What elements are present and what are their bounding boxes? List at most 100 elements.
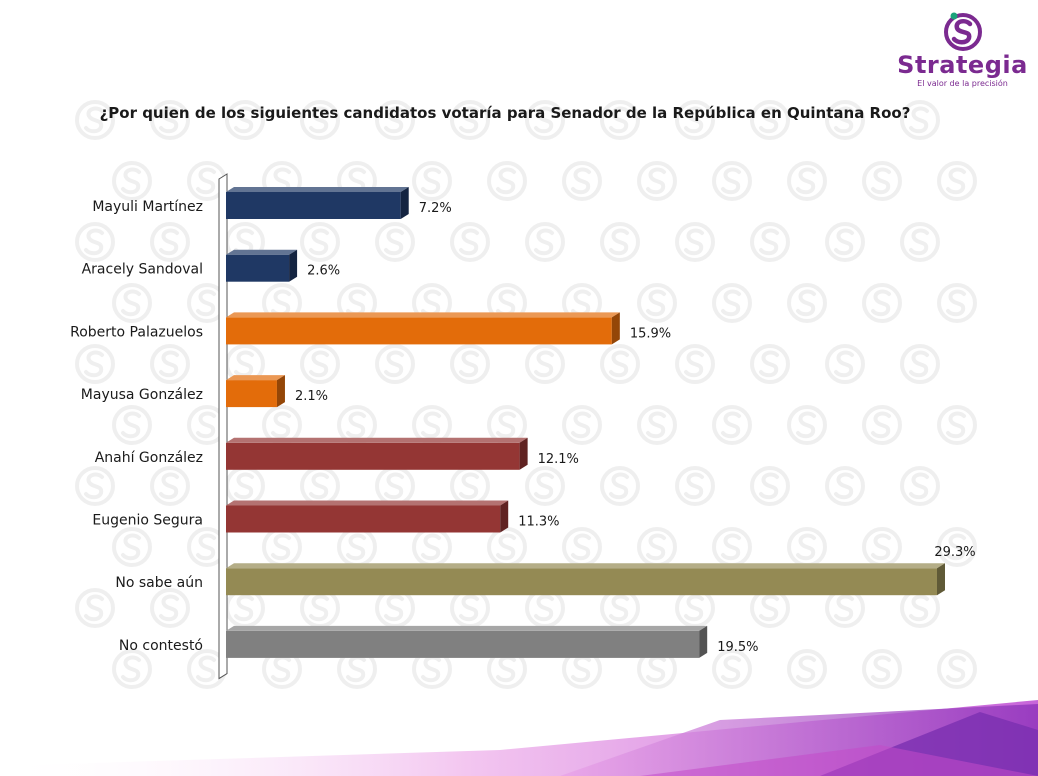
bar-side — [289, 249, 298, 282]
watermark-logo-icon — [600, 466, 640, 506]
bar-side — [937, 563, 945, 596]
bar-side — [519, 437, 528, 470]
watermark-logo-icon — [862, 405, 902, 445]
bar-side — [500, 500, 509, 533]
value-label: 2.1% — [295, 389, 328, 404]
category-label: Mayuli Martínez — [92, 199, 203, 215]
watermark-logo-icon — [525, 466, 565, 506]
watermark-logo-icon — [300, 100, 340, 140]
watermark-logo-icon — [525, 100, 565, 140]
watermark-logo-icon — [525, 344, 565, 384]
watermark-logo-icon — [862, 649, 902, 689]
strategia-logo: Strategia El valor de la precisión — [895, 8, 1030, 103]
value-label: 15.9% — [630, 326, 671, 341]
category-label: No contestó — [119, 638, 203, 654]
watermark-logo-icon — [450, 100, 490, 140]
watermark-logo-icon — [787, 161, 827, 201]
watermark-logo-icon — [300, 344, 340, 384]
bar — [226, 625, 708, 658]
watermark-logo-icon — [150, 344, 190, 384]
bar-top — [226, 187, 409, 192]
watermark-logo-icon — [75, 222, 115, 262]
value-label: 7.2% — [419, 201, 452, 216]
watermark-logo-icon — [562, 161, 602, 201]
watermark-logo-icon — [150, 100, 190, 140]
watermark-logo-icon — [787, 405, 827, 445]
watermark-logo-icon — [375, 344, 415, 384]
watermark-logo-icon — [937, 405, 977, 445]
watermark-logo-icon — [675, 466, 715, 506]
watermark-logo-icon — [600, 100, 640, 140]
watermark-logo-icon — [900, 466, 940, 506]
bar — [226, 563, 945, 596]
watermark-logo-icon — [450, 222, 490, 262]
watermark-logo-icon — [112, 283, 152, 323]
brand-tagline: El valor de la precisión — [917, 79, 1008, 88]
watermark-logo-icon — [525, 222, 565, 262]
watermark-logo-icon — [562, 405, 602, 445]
watermark-logo-icon — [900, 344, 940, 384]
watermark-logo-icon — [750, 344, 790, 384]
watermark-logo-icon — [75, 100, 115, 140]
watermark-logo-icon — [712, 283, 752, 323]
bar-front — [226, 380, 277, 408]
watermark-logo-icon — [675, 222, 715, 262]
watermark-logo-icon — [712, 405, 752, 445]
watermark-logo-icon — [412, 161, 452, 201]
watermark-logo-icon — [300, 222, 340, 262]
watermark-logo-icon — [825, 344, 865, 384]
bar-side — [611, 312, 620, 345]
bar-side — [276, 375, 285, 408]
watermark-logo-icon — [75, 466, 115, 506]
bar-top — [226, 563, 945, 569]
bar-front — [226, 630, 700, 658]
watermark-logo-icon — [937, 527, 977, 567]
watermark-logo-icon — [637, 405, 677, 445]
value-label: 11.3% — [518, 515, 559, 530]
value-label: 29.3% — [934, 545, 975, 560]
brand-name: Strategia — [897, 51, 1028, 79]
watermark-logo-icon — [75, 588, 115, 628]
bar-front — [226, 192, 401, 219]
watermark-logo-icon — [150, 588, 190, 628]
watermark-logo-icon — [637, 161, 677, 201]
watermark-logo-icon — [937, 649, 977, 689]
watermark-logo-icon — [112, 405, 152, 445]
watermark-logo-icon — [112, 527, 152, 567]
axis-wall — [218, 173, 228, 680]
bar-front — [226, 317, 612, 345]
watermark-logo-icon — [900, 100, 940, 140]
bar — [226, 312, 620, 345]
category-label: No sabe aún — [115, 575, 203, 591]
bar-front — [226, 568, 937, 596]
category-label: Aracely Sandoval — [82, 262, 203, 278]
watermark-logo-icon — [487, 161, 527, 201]
bar — [226, 249, 298, 282]
watermark-logo-icon — [675, 344, 715, 384]
watermark-logo-icon — [600, 344, 640, 384]
watermark-logo-icon — [787, 283, 827, 323]
bar-top — [226, 500, 509, 506]
bar-front — [226, 505, 501, 533]
watermark-logo-icon — [900, 222, 940, 262]
watermark-logo-icon — [150, 466, 190, 506]
watermark-logo-icon — [112, 161, 152, 201]
watermark-logo-icon — [375, 100, 415, 140]
watermark-logo-icon — [112, 649, 152, 689]
watermark-logo-icon — [750, 466, 790, 506]
bar — [226, 437, 528, 470]
watermark-logo-icon — [937, 283, 977, 323]
category-label: Eugenio Segura — [92, 513, 203, 529]
watermark-logo-icon — [375, 222, 415, 262]
bar-top — [226, 312, 620, 318]
bar — [226, 375, 285, 408]
category-label: Roberto Palazuelos — [70, 324, 203, 340]
watermark-logo-icon — [825, 222, 865, 262]
value-label: 2.6% — [307, 264, 340, 279]
watermark-logo-icon — [712, 161, 752, 201]
bar-front — [226, 254, 290, 282]
watermark-logo-icon — [825, 100, 865, 140]
value-label: 12.1% — [538, 452, 579, 467]
